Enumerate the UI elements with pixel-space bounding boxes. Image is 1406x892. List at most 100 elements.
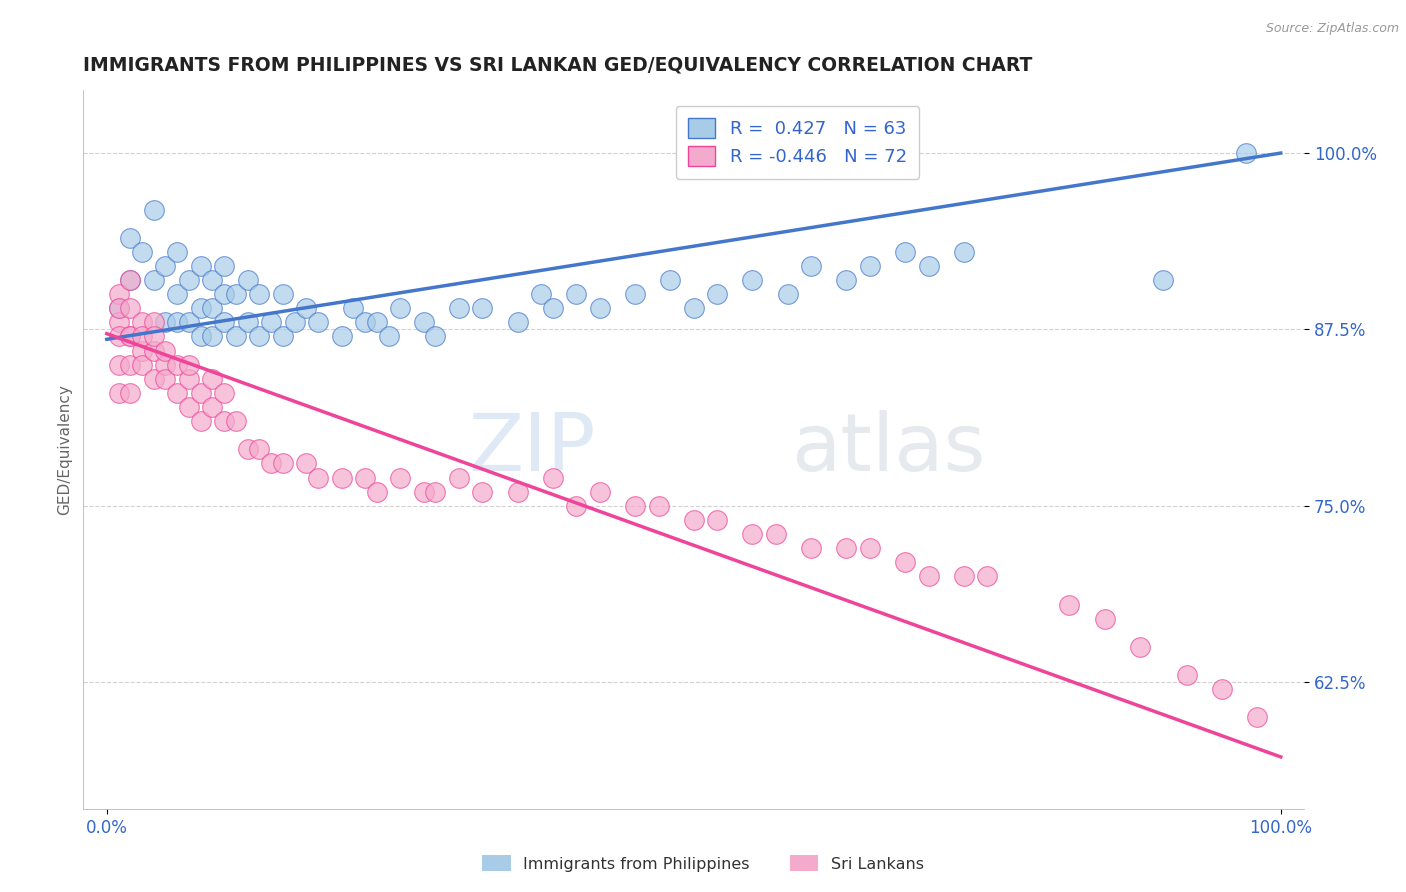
Point bbox=[447, 301, 470, 316]
Point bbox=[120, 273, 142, 287]
Point bbox=[131, 315, 153, 329]
Point bbox=[177, 358, 200, 372]
Point bbox=[471, 301, 494, 316]
Point bbox=[166, 244, 188, 259]
Point bbox=[166, 385, 188, 400]
Point bbox=[307, 315, 329, 329]
Point bbox=[107, 385, 129, 400]
Point bbox=[776, 287, 799, 301]
Point bbox=[565, 287, 588, 301]
Text: Source: ZipAtlas.com: Source: ZipAtlas.com bbox=[1265, 22, 1399, 36]
Point bbox=[706, 287, 728, 301]
Point bbox=[177, 273, 200, 287]
Point bbox=[247, 287, 270, 301]
Point bbox=[142, 372, 165, 386]
Point bbox=[142, 315, 165, 329]
Text: IMMIGRANTS FROM PHILIPPINES VS SRI LANKAN GED/EQUIVALENCY CORRELATION CHART: IMMIGRANTS FROM PHILIPPINES VS SRI LANKA… bbox=[83, 55, 1032, 74]
Y-axis label: GED/Equivalency: GED/Equivalency bbox=[58, 384, 72, 515]
Point bbox=[307, 470, 329, 484]
Point bbox=[859, 259, 882, 273]
Point bbox=[142, 343, 165, 358]
Point bbox=[765, 527, 787, 541]
Point bbox=[447, 470, 470, 484]
Point bbox=[271, 287, 294, 301]
Point bbox=[107, 329, 129, 343]
Point bbox=[166, 315, 188, 329]
Point bbox=[952, 569, 974, 583]
Point bbox=[131, 244, 153, 259]
Point bbox=[741, 273, 763, 287]
Point bbox=[565, 499, 588, 513]
Point bbox=[166, 287, 188, 301]
Point bbox=[236, 442, 259, 457]
Legend: Immigrants from Philippines, Sri Lankans: Immigrants from Philippines, Sri Lankans bbox=[474, 847, 932, 880]
Point bbox=[541, 301, 564, 316]
Point bbox=[917, 259, 939, 273]
Point bbox=[107, 358, 129, 372]
Point bbox=[835, 273, 858, 287]
Point bbox=[917, 569, 939, 583]
Point bbox=[682, 301, 704, 316]
Point bbox=[859, 541, 882, 555]
Point bbox=[366, 484, 388, 499]
Point bbox=[142, 202, 165, 217]
Point bbox=[177, 400, 200, 414]
Point bbox=[1129, 640, 1152, 654]
Point bbox=[800, 541, 823, 555]
Point bbox=[212, 414, 235, 428]
Point bbox=[177, 372, 200, 386]
Point bbox=[120, 329, 142, 343]
Point bbox=[1246, 710, 1268, 724]
Point bbox=[330, 470, 353, 484]
Point bbox=[225, 287, 247, 301]
Point bbox=[425, 484, 447, 499]
Point bbox=[120, 273, 142, 287]
Point bbox=[506, 484, 529, 499]
Point bbox=[366, 315, 388, 329]
Point bbox=[155, 315, 177, 329]
Point bbox=[741, 527, 763, 541]
Point bbox=[190, 259, 212, 273]
Point bbox=[247, 329, 270, 343]
Point bbox=[1211, 682, 1233, 697]
Point bbox=[377, 329, 399, 343]
Point bbox=[706, 513, 728, 527]
Point bbox=[1059, 598, 1081, 612]
Point bbox=[190, 385, 212, 400]
Point bbox=[271, 457, 294, 471]
Point bbox=[1152, 273, 1174, 287]
Point bbox=[236, 273, 259, 287]
Point bbox=[120, 329, 142, 343]
Point bbox=[201, 400, 224, 414]
Point bbox=[342, 301, 364, 316]
Point bbox=[155, 259, 177, 273]
Point bbox=[425, 329, 447, 343]
Point bbox=[155, 358, 177, 372]
Point bbox=[177, 315, 200, 329]
Point bbox=[271, 329, 294, 343]
Point bbox=[1175, 668, 1198, 682]
Point bbox=[506, 315, 529, 329]
Point bbox=[295, 457, 318, 471]
Point bbox=[201, 329, 224, 343]
Point bbox=[120, 301, 142, 316]
Point bbox=[389, 301, 412, 316]
Point bbox=[295, 301, 318, 316]
Point bbox=[412, 315, 434, 329]
Point bbox=[225, 414, 247, 428]
Point bbox=[212, 259, 235, 273]
Point bbox=[142, 329, 165, 343]
Point bbox=[976, 569, 998, 583]
Point bbox=[131, 329, 153, 343]
Point bbox=[894, 555, 917, 569]
Point bbox=[225, 329, 247, 343]
Point bbox=[354, 470, 377, 484]
Point bbox=[120, 358, 142, 372]
Point bbox=[800, 259, 823, 273]
Point bbox=[166, 358, 188, 372]
Point bbox=[212, 287, 235, 301]
Point bbox=[589, 484, 612, 499]
Point bbox=[589, 301, 612, 316]
Point bbox=[624, 287, 647, 301]
Point bbox=[659, 273, 682, 287]
